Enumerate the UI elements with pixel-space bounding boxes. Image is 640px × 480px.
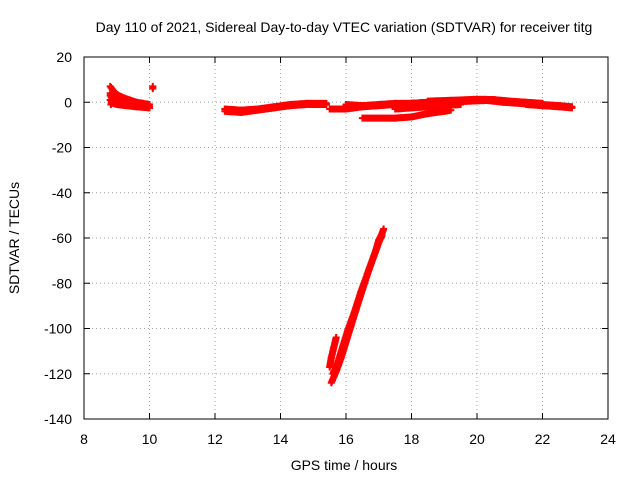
x-tick-label: 18 [404,431,420,447]
data-point [332,334,340,342]
y-tick-label: 0 [64,94,72,110]
y-tick-label: -100 [44,321,72,337]
y-tick-label: -20 [52,140,72,156]
data-point [568,104,576,112]
y-tick-label: -40 [52,185,72,201]
data-points [106,82,576,387]
y-tick-label: -140 [44,411,72,427]
axis-ticks: 8 10 12 14 16 18 20 22 24 20 0 -20 -40 -60 -80 -100 -120… [44,49,616,447]
x-tick-label: 10 [142,431,158,447]
data-point [380,225,388,233]
data-point [378,232,386,240]
x-tick-label: 8 [80,431,88,447]
x-tick-label: 24 [600,431,616,447]
x-tick-label: 12 [207,431,223,447]
y-axis-label: SDTVAR / TECUs [6,182,22,294]
x-tick-label: 22 [535,431,551,447]
data-point [146,104,153,112]
y-tick-label: 20 [56,49,72,65]
y-tick-label: -60 [52,230,72,246]
y-tick-label: -80 [52,275,72,291]
grid [84,57,608,419]
x-tick-label: 20 [469,431,485,447]
data-point [106,91,114,99]
x-tick-label: 14 [273,431,289,447]
y-tick-label: -120 [44,366,72,382]
data-point [322,101,330,109]
x-axis-label: GPS time / hours [291,457,398,473]
x-tick-label: 16 [338,431,354,447]
chart-title: Day 110 of 2021, Sidereal Day-to-day VTE… [96,19,593,35]
data-point [149,82,157,90]
